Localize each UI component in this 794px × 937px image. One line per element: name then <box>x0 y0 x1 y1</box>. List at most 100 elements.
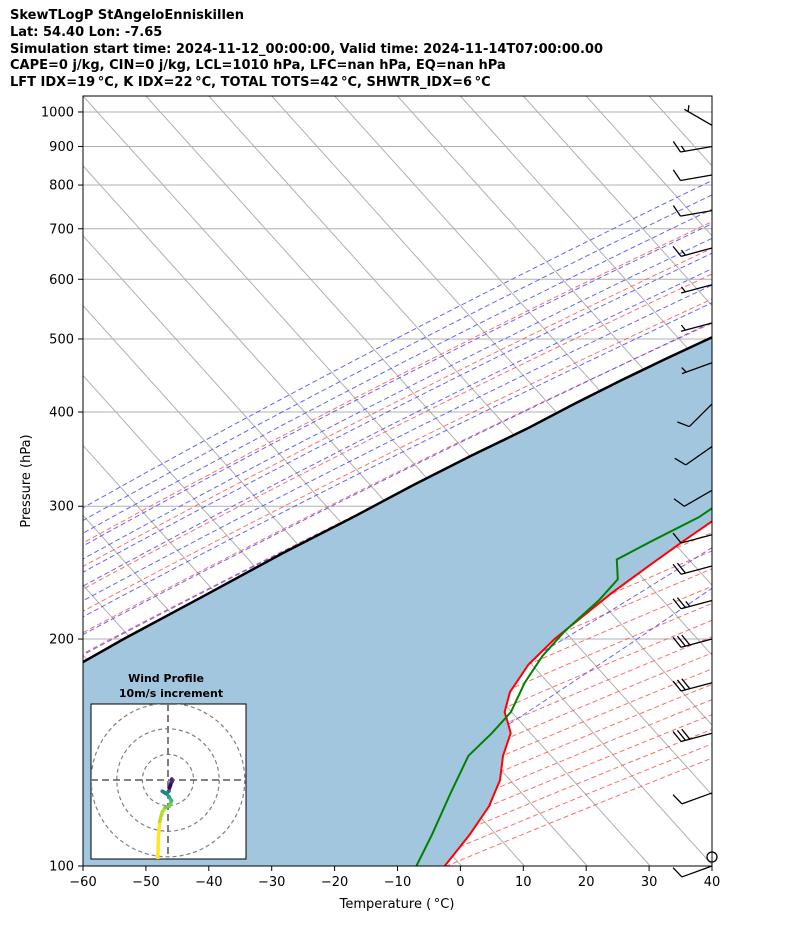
barb-feather <box>674 457 687 466</box>
x-tick-label: −60 <box>69 875 96 890</box>
barb-feather <box>680 249 686 256</box>
wind-barb <box>677 403 713 428</box>
barb-feather <box>672 680 682 692</box>
barb-feather <box>673 498 685 507</box>
moist-adiabat-line <box>83 237 712 560</box>
hodograph-segment <box>167 783 173 790</box>
simulation-times: Simulation start time: 2024-11-12_00:00:… <box>10 41 603 57</box>
barb-feather <box>672 245 682 257</box>
moist-adiabat-line <box>83 179 712 509</box>
hodograph-segment <box>156 819 162 840</box>
barb-feather <box>672 731 682 742</box>
barb-feather <box>677 421 690 428</box>
axes: −60 −50 −40 −30 −20 −10 0 10 20 30 40 100 200 300 400 5… <box>41 105 720 890</box>
barb-feather <box>672 794 683 805</box>
moist-adiabat-line <box>83 321 712 636</box>
barb-staff <box>683 108 713 126</box>
wind-barb <box>672 205 713 217</box>
barb-feather <box>672 598 682 610</box>
dry-adiabat-line <box>83 273 712 590</box>
barb-feather <box>672 205 682 217</box>
dry-adiabat-line <box>83 322 712 634</box>
barb-staff <box>680 682 713 692</box>
barb-staff <box>680 284 713 294</box>
x-tick-label: 20 <box>578 875 595 890</box>
barb-staff <box>680 638 713 648</box>
x-tick-label: 0 <box>456 875 464 890</box>
wind-barb <box>672 169 713 182</box>
isotherm-line <box>397 96 712 447</box>
barb-feather <box>680 145 686 152</box>
barb-feather <box>672 636 682 648</box>
wind-barb <box>683 105 713 126</box>
dry-adiabat-line <box>83 346 712 655</box>
x-tick-label: −20 <box>321 875 348 890</box>
barb-staff <box>681 865 713 878</box>
barb-feather <box>672 563 682 575</box>
x-axis-label: Temperature ( °C) <box>339 897 455 912</box>
y-tick-label: 500 <box>49 332 74 347</box>
wind-barb <box>672 728 713 743</box>
barb-feather <box>681 678 691 690</box>
barb-feather <box>687 105 690 112</box>
y-tick-label: 100 <box>49 860 74 875</box>
y-tick-label: 700 <box>49 222 74 237</box>
moist-adiabat-line <box>83 268 712 587</box>
barb-feather <box>681 728 691 740</box>
y-axis-label: Pressure (hPa) <box>19 434 34 527</box>
barb-feather <box>676 562 686 574</box>
barb-staff <box>681 362 713 375</box>
barb-staff <box>688 403 713 428</box>
y-tick-label: 400 <box>49 406 74 421</box>
hodograph-segment <box>156 835 161 859</box>
barb-feather <box>672 141 682 153</box>
moist-adiabat-line <box>83 284 712 602</box>
isotherm-line <box>460 96 712 377</box>
wind-barb <box>672 792 713 805</box>
x-tick-label: −50 <box>132 875 159 890</box>
barb-staff <box>680 145 713 153</box>
temperature-line <box>443 520 712 866</box>
barb-feather <box>676 635 686 647</box>
barb-feather <box>676 679 686 691</box>
barb-staff <box>680 599 713 610</box>
barb-staff <box>680 247 713 257</box>
y-tick-label: 900 <box>49 140 74 155</box>
calm-wind-circle <box>706 851 718 863</box>
wind-barb <box>672 532 713 544</box>
barb-feather <box>672 867 683 878</box>
barb-staff <box>680 534 713 544</box>
wind-barb <box>674 446 713 466</box>
x-tick-label: 40 <box>704 875 721 890</box>
dewpoint-line <box>415 507 712 866</box>
wind-barb <box>672 678 713 692</box>
x-tick-label: 10 <box>515 875 532 890</box>
barb-feather <box>685 601 691 607</box>
wind-barb <box>672 865 713 878</box>
y-tick-label: 300 <box>49 500 74 515</box>
wind-barb <box>673 489 713 507</box>
inset-plot <box>91 704 246 859</box>
stability-indices-2: LFT IDX=19 °C, K IDX=22 °C, TOTAL TOTS=4… <box>10 75 491 91</box>
wind-barb <box>672 245 713 257</box>
y-tick-label: 600 <box>49 273 74 288</box>
barb-staff <box>680 209 713 217</box>
barb-staff <box>685 446 713 466</box>
x-tick-label: −40 <box>195 875 222 890</box>
barb-staff <box>680 732 713 743</box>
moist-adiabat-line <box>83 208 712 534</box>
chart-title: SkewTLogP StAngeloEnniskillen <box>10 8 244 23</box>
barb-feather <box>672 169 682 181</box>
barb-staff <box>681 792 713 805</box>
barb-staff <box>683 489 713 507</box>
barb-staff <box>680 174 713 182</box>
x-tick-label: −30 <box>258 875 285 890</box>
barb-feather <box>681 634 691 646</box>
wind-barb <box>681 362 713 375</box>
wind-barb <box>680 322 713 332</box>
y-tick-label: 200 <box>49 633 74 648</box>
moist-adiabat-line <box>83 252 712 573</box>
barb-feather <box>676 597 686 608</box>
wind-barb <box>680 284 713 294</box>
